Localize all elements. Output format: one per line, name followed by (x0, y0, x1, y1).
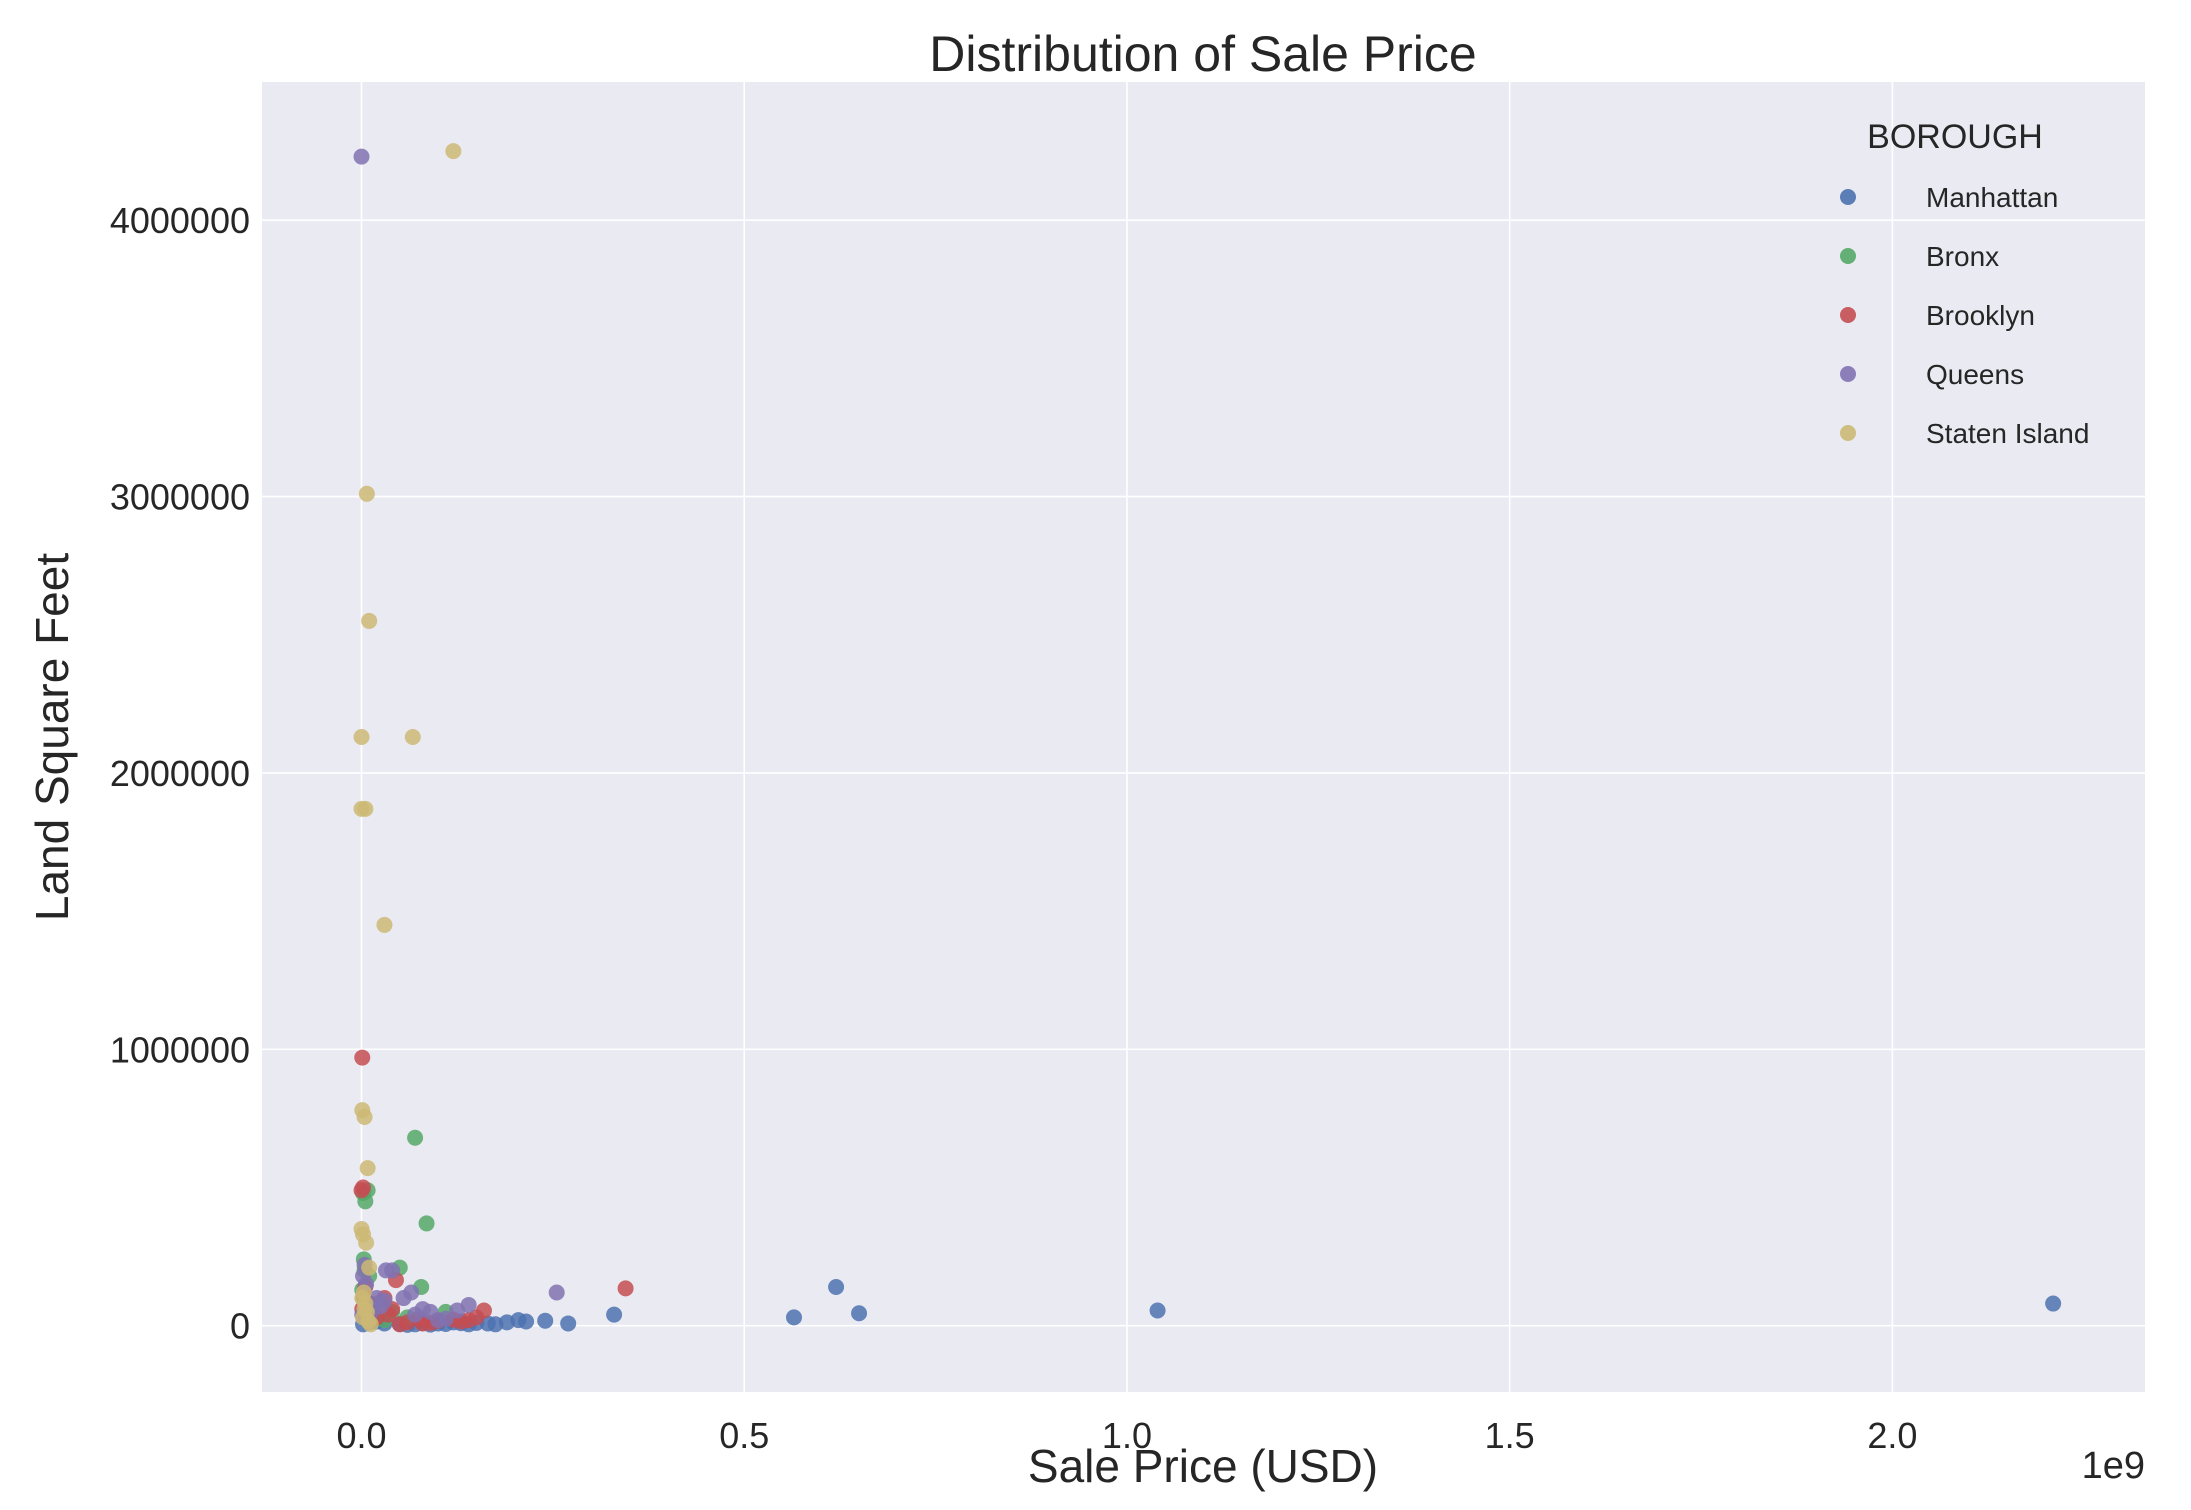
y-axis-label: Land Square Feet (26, 553, 78, 921)
data-point (537, 1312, 554, 1329)
x-tick-label: 2.0 (1867, 1415, 1917, 1456)
y-tick-label: 4000000 (110, 200, 250, 241)
data-point (1149, 1302, 1166, 1319)
data-point (407, 1129, 424, 1146)
data-point (785, 1309, 802, 1326)
legend-label: Bronx (1926, 241, 1999, 272)
data-point (2045, 1295, 2062, 1312)
data-point (357, 800, 374, 817)
legend-label: Brooklyn (1926, 300, 2035, 331)
tick-labels: 0.0 0.5 1.0 1.5 2.0 0 1000000 2000000 3000000 400… (110, 200, 1918, 1456)
x-axis-offset-label: 1e9 (2082, 1445, 2145, 1487)
legend-marker (1840, 189, 1856, 205)
chart-title: Distribution of Sale Price (929, 26, 1476, 82)
data-point (391, 1316, 408, 1333)
x-tick-label: 0.0 (336, 1415, 386, 1456)
data-point (354, 1049, 371, 1066)
legend-marker (1840, 307, 1856, 323)
data-point (353, 148, 370, 165)
data-point (548, 1284, 565, 1301)
x-tick-label: 1.5 (1485, 1415, 1535, 1456)
legend-marker (1840, 248, 1856, 264)
data-point (560, 1315, 577, 1332)
data-point (617, 1280, 634, 1297)
x-tick-label: 0.5 (719, 1415, 769, 1456)
legend-marker (1840, 425, 1856, 441)
data-points (353, 143, 2062, 1333)
x-tick-label: 1.0 (1102, 1415, 1152, 1456)
data-point (353, 1182, 370, 1199)
data-point (353, 729, 370, 745)
data-point (358, 485, 375, 502)
y-tick-label: 1000000 (110, 1029, 250, 1070)
legend-title: BOROUGH (1867, 118, 2043, 156)
legend-label: Queens (1926, 359, 2024, 390)
data-point (359, 1160, 376, 1177)
data-point (362, 1316, 379, 1333)
data-point (361, 612, 378, 629)
data-point (361, 1259, 378, 1276)
data-point (358, 1234, 375, 1251)
data-point (395, 1290, 412, 1307)
legend-marker (1840, 366, 1856, 382)
y-tick-label: 2000000 (110, 753, 250, 794)
data-point (437, 1310, 454, 1327)
x-axis-label: Sale Price (USD) (1028, 1440, 1378, 1492)
legend-label: Staten Island (1926, 418, 2089, 449)
data-point (376, 916, 393, 933)
data-point (851, 1305, 868, 1322)
legend: BOROUGH Manhattan Bronx Brooklyn Queens Stat… (1840, 118, 2089, 449)
data-point (407, 1306, 424, 1323)
data-point (606, 1306, 623, 1323)
data-point (354, 1290, 371, 1307)
data-point (378, 1262, 395, 1279)
y-tick-label: 0 (230, 1306, 250, 1347)
data-point (418, 1215, 435, 1232)
data-point (404, 729, 421, 745)
series-staten-island (353, 143, 462, 1333)
data-point (449, 1302, 466, 1319)
plot-area (262, 82, 2145, 1392)
data-point (445, 143, 462, 160)
legend-label: Manhattan (1926, 182, 2058, 213)
data-point (356, 1109, 373, 1126)
data-point (828, 1278, 845, 1295)
y-tick-label: 3000000 (110, 477, 250, 518)
